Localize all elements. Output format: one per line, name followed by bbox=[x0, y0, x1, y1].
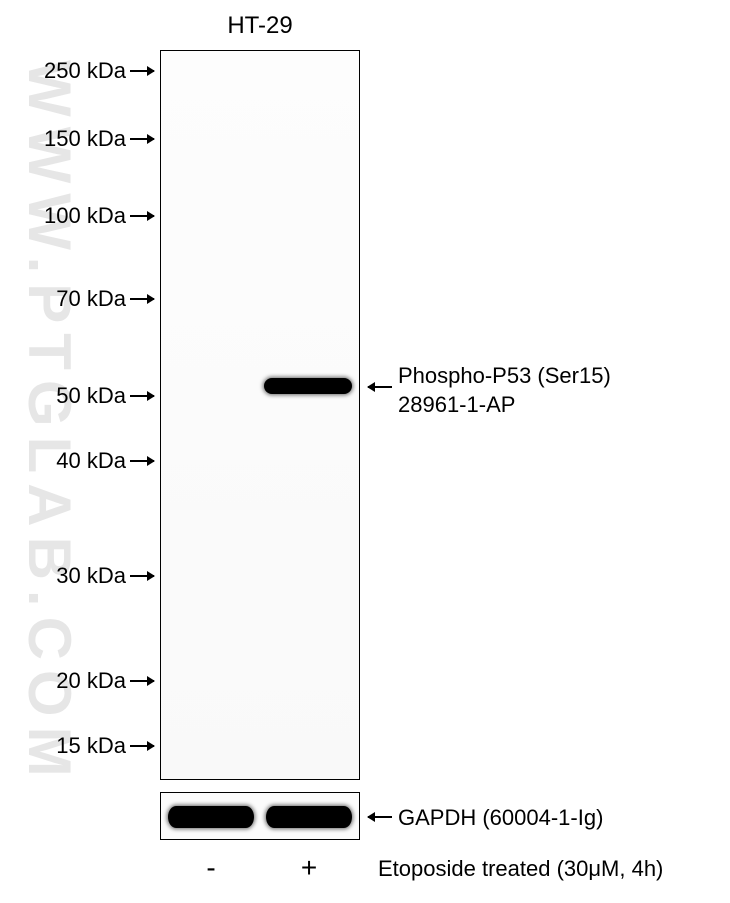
ladder-label-40: 40 kDa bbox=[16, 448, 126, 474]
ladder-label-20: 20 kDa bbox=[16, 668, 126, 694]
ladder-label-15: 15 kDa bbox=[16, 733, 126, 759]
ladder-label-30: 30 kDa bbox=[16, 563, 126, 589]
annot-phospho-p53-line1: Phospho-P53 (Ser15) bbox=[398, 363, 611, 388]
ladder-arrow-150 bbox=[130, 138, 154, 140]
condition-sign-lane1: - bbox=[196, 852, 226, 884]
condition-sign-lane2: + bbox=[294, 852, 324, 884]
ladder-arrow-30 bbox=[130, 575, 154, 577]
ladder-label-70: 70 kDa bbox=[16, 286, 126, 312]
ladder-label-250: 250 kDa bbox=[16, 58, 126, 84]
ladder-arrow-20 bbox=[130, 680, 154, 682]
annot-arrow-gapdh bbox=[368, 816, 392, 818]
figure-container: WWW.PTGLAB.COM HT-29 250 kDa 150 kDa 100… bbox=[0, 0, 730, 903]
band-phospho-p53 bbox=[264, 378, 352, 394]
ladder-label-150: 150 kDa bbox=[16, 126, 126, 152]
annot-arrow-phospho-p53 bbox=[368, 386, 392, 388]
ladder-arrow-250 bbox=[130, 70, 154, 72]
band-gapdh-lane1 bbox=[168, 806, 254, 828]
annot-phospho-p53: Phospho-P53 (Ser15) 28961-1-AP bbox=[398, 362, 611, 419]
ladder-arrow-70 bbox=[130, 298, 154, 300]
ladder-arrow-50 bbox=[130, 395, 154, 397]
ladder-label-100: 100 kDa bbox=[16, 203, 126, 229]
annot-phospho-p53-line2: 28961-1-AP bbox=[398, 392, 515, 417]
band-gapdh-lane2 bbox=[266, 806, 352, 828]
column-header: HT-29 bbox=[160, 12, 360, 40]
annot-gapdh: GAPDH (60004-1-Ig) bbox=[398, 804, 603, 833]
ladder-label-50: 50 kDa bbox=[16, 383, 126, 409]
ladder-arrow-40 bbox=[130, 460, 154, 462]
main-blot-frame bbox=[160, 50, 360, 780]
ladder-arrow-100 bbox=[130, 215, 154, 217]
ladder-arrow-15 bbox=[130, 745, 154, 747]
treatment-label: Etoposide treated (30μM, 4h) bbox=[378, 856, 663, 882]
